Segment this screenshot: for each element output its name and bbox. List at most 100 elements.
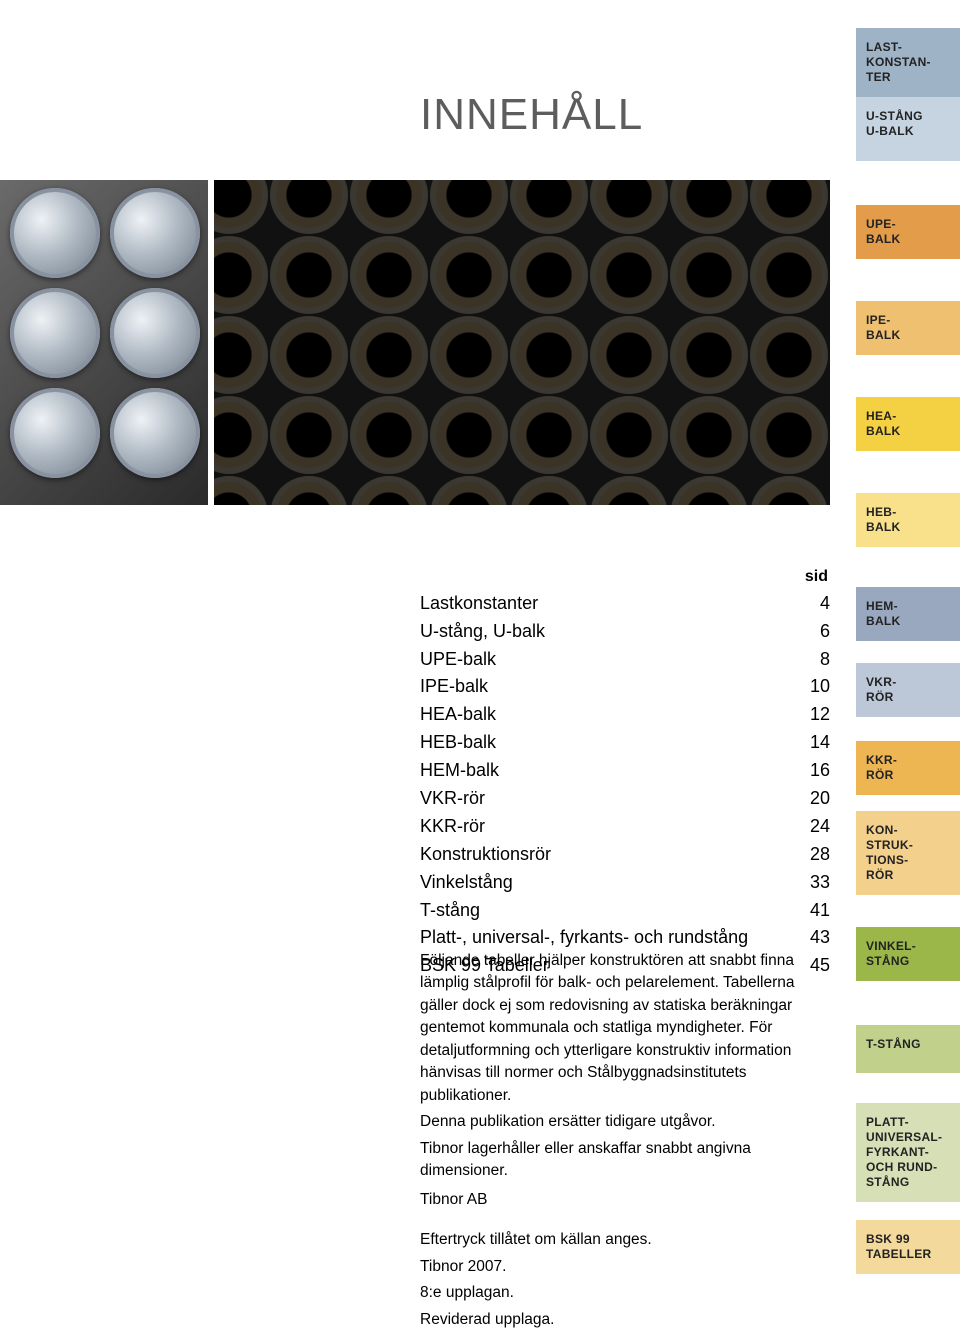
toc-row: Konstruktionsrör28: [420, 841, 830, 869]
toc-row: KKR-rör 24: [420, 813, 830, 841]
toc-row-page: 20: [790, 785, 830, 813]
sidebar-tab[interactable]: KON- STRUK- TIONS- RÖR: [856, 811, 960, 895]
pipe-icon: [510, 236, 588, 314]
toc-row-page: 8: [790, 646, 830, 674]
sidebar-tab-label: KKR- RÖR: [866, 753, 897, 783]
sidebar-tab-label: T-STÅNG: [866, 1037, 921, 1052]
pipe-icon: [670, 396, 748, 474]
toc-row: HEA-balk12: [420, 701, 830, 729]
body-para-1: Följande tabeller hjälper konstruktören …: [420, 950, 830, 1107]
pipe-icon: [670, 180, 748, 234]
coin-icon: [10, 188, 100, 278]
pipe-icon: [430, 476, 508, 505]
coin-icon: [110, 288, 200, 378]
toc-row-label: UPE-balk: [420, 646, 496, 674]
sidebar-tab-label: VKR- RÖR: [866, 675, 897, 705]
sidebar-tab[interactable]: IPE- BALK: [856, 301, 960, 355]
sidebar-tab-label: HEM- BALK: [866, 599, 901, 629]
sidebar-spacer: [856, 717, 960, 741]
toc-row-label: Platt-, universal-, fyrkants- och rundst…: [420, 924, 748, 952]
sidebar-tab[interactable]: PLATT- UNIVERSAL- FYRKANT- OCH RUND- STÅ…: [856, 1103, 960, 1202]
pipe-icon: [214, 236, 268, 314]
pipe-icon: [750, 180, 828, 234]
sidebar-tab[interactable]: HEA- BALK: [856, 397, 960, 451]
toc-row: T-stång 41: [420, 897, 830, 925]
pipe-icon: [670, 476, 748, 505]
toc-row-label: HEB-balk: [420, 729, 496, 757]
toc-row: U-stång, U-balk 6: [420, 618, 830, 646]
sidebar-tab[interactable]: HEM- BALK: [856, 587, 960, 641]
sidebar-tab[interactable]: KKR- RÖR: [856, 741, 960, 795]
toc-row-page: 14: [790, 729, 830, 757]
hero-image-strip: [0, 180, 830, 505]
page-title: INNEHÅLL: [420, 90, 643, 140]
pipe-icon: [750, 236, 828, 314]
pipe-icon: [350, 316, 428, 394]
pipe-grid: [214, 180, 830, 505]
sidebar-spacer: [856, 981, 960, 1025]
sidebar-tab[interactable]: U-STÅNG U-BALK: [856, 97, 960, 161]
sidebar-tab-label: PLATT- UNIVERSAL- FYRKANT- OCH RUND- STÅ…: [866, 1115, 942, 1190]
pipe-icon: [214, 316, 268, 394]
toc-header: sid: [420, 565, 830, 590]
pipe-icon: [430, 180, 508, 234]
toc-row: HEM-balk16: [420, 757, 830, 785]
sidebar-tab[interactable]: BSK 99 TABELLER: [856, 1220, 960, 1274]
toc-row-label: IPE-balk: [420, 673, 488, 701]
pipe-icon: [214, 180, 268, 234]
toc-row-page: 6: [790, 618, 830, 646]
toc-row-label: HEA-balk: [420, 701, 496, 729]
coin-icon: [110, 388, 200, 478]
sidebar-tab[interactable]: UPE- BALK: [856, 205, 960, 259]
pipe-icon: [350, 476, 428, 505]
pipe-icon: [590, 396, 668, 474]
sidebar-tab-label: KON- STRUK- TIONS- RÖR: [866, 823, 913, 883]
toc-row-label: Konstruktionsrör: [420, 841, 551, 869]
coin-icon: [10, 288, 100, 378]
sidebar-tab[interactable]: LAST- KONSTAN- TER: [856, 28, 960, 97]
sidebar-spacer: [856, 895, 960, 927]
toc-rows: Lastkonstanter4U-stång, U-balk 6 UPE-balk 8…: [420, 590, 830, 980]
pipe-icon: [590, 180, 668, 234]
pipe-icon: [510, 316, 588, 394]
sidebar-tab-label: BSK 99 TABELLER: [866, 1232, 932, 1262]
toc-row: Platt-, universal-, fyrkants- och rundst…: [420, 924, 830, 952]
sidebar-tab-label: UPE- BALK: [866, 217, 901, 247]
pipe-icon: [270, 236, 348, 314]
pipe-icon: [590, 236, 668, 314]
body-para-2: Denna publikation ersätter tidigare utgå…: [420, 1111, 830, 1133]
toc-row-page: 24: [790, 813, 830, 841]
toc-row: Vinkelstång33: [420, 869, 830, 897]
toc-row-label: KKR-rör: [420, 813, 485, 841]
pipe-icon: [750, 316, 828, 394]
coin-icon: [110, 188, 200, 278]
sidebar-tab-label: IPE- BALK: [866, 313, 901, 343]
sidebar-spacer: [856, 161, 960, 205]
pipe-icon: [270, 396, 348, 474]
sidebar-tab[interactable]: VINKEL- STÅNG: [856, 927, 960, 981]
toc-row-label: T-stång: [420, 897, 480, 925]
toc-row-page: 10: [790, 673, 830, 701]
toc-row-page: 41: [790, 897, 830, 925]
pipe-icon: [350, 396, 428, 474]
pipe-icon: [510, 180, 588, 234]
pipe-icon: [270, 476, 348, 505]
sidebar-tab[interactable]: VKR- RÖR: [856, 663, 960, 717]
sidebar-spacer: [856, 1202, 960, 1220]
sidebar-tab-label: U-STÅNG U-BALK: [866, 109, 923, 139]
pipe-icon: [214, 396, 268, 474]
pipe-icon: [270, 316, 348, 394]
sidebar-tab-label: LAST- KONSTAN- TER: [866, 40, 931, 85]
sidebar-tab[interactable]: HEB- BALK: [856, 493, 960, 547]
body-reprint: Eftertryck tillåtet om källan anges.: [420, 1229, 830, 1251]
toc-row: Lastkonstanter4: [420, 590, 830, 618]
sidebar-tabs: LAST- KONSTAN- TER U-STÅNG U-BALK UPE- BAL…: [856, 28, 960, 1274]
sidebar-spacer: [856, 547, 960, 587]
sidebar-tab-label: HEA- BALK: [866, 409, 901, 439]
sidebar-spacer: [856, 1073, 960, 1103]
body-text: Följande tabeller hjälper konstruktören …: [420, 950, 830, 1335]
sidebar-tab[interactable]: T-STÅNG: [856, 1025, 960, 1073]
toc-row: UPE-balk 8: [420, 646, 830, 674]
toc-row-page: 16: [790, 757, 830, 785]
toc-row-label: U-stång, U-balk: [420, 618, 545, 646]
